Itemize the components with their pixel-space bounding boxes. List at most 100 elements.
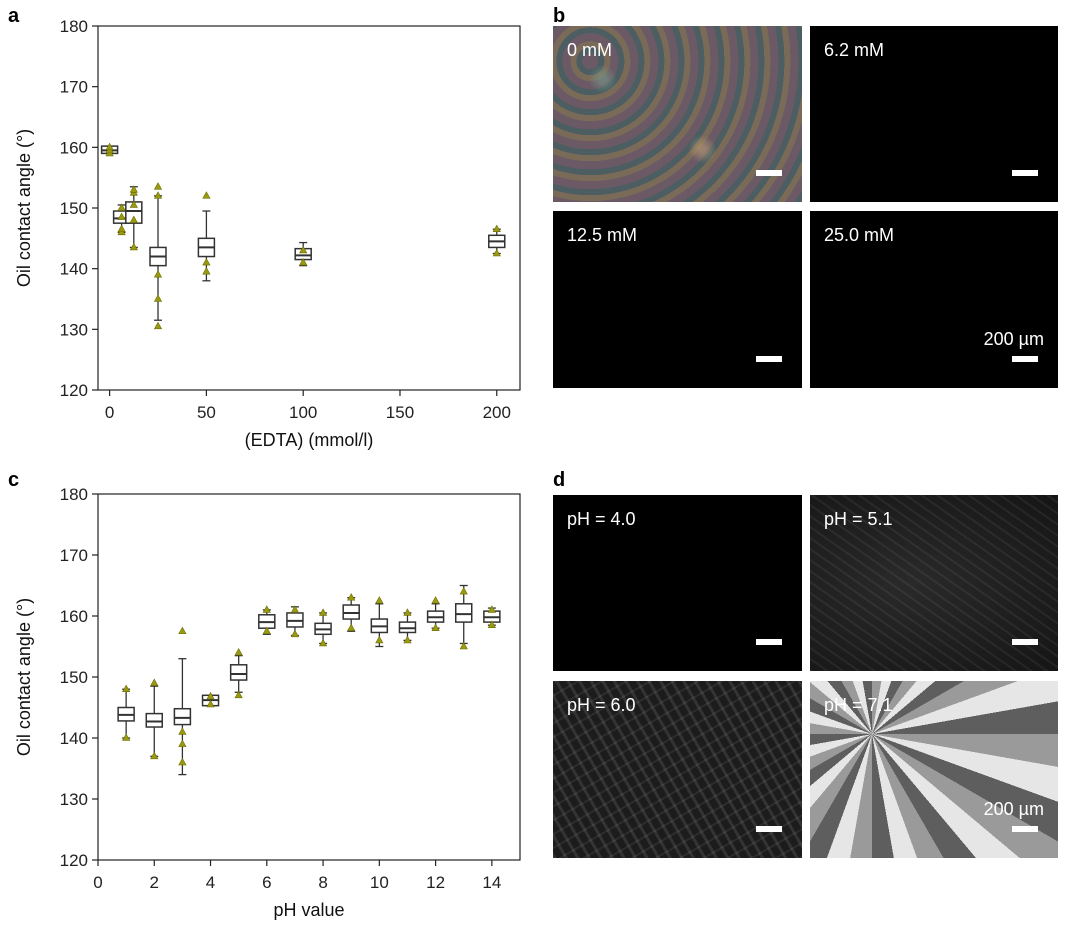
box-plot — [117, 684, 135, 741]
data-point — [290, 605, 300, 613]
box-plot — [145, 678, 164, 760]
y-tick-label: 160 — [60, 607, 88, 626]
data-point — [153, 321, 163, 330]
box-plot — [197, 191, 216, 282]
micrograph-label: pH = 5.1 — [824, 509, 893, 529]
data-point — [459, 641, 468, 650]
data-point — [290, 629, 300, 638]
data-point — [206, 699, 215, 708]
data-point — [178, 727, 187, 735]
data-point — [299, 245, 308, 254]
y-tick-label: 180 — [60, 485, 88, 504]
micrograph-d-2: pH = 5.1 — [810, 495, 1058, 671]
y-tick-label: 160 — [60, 138, 88, 157]
x-tick-label: 50 — [197, 403, 216, 422]
box-plot — [294, 241, 312, 267]
data-point — [431, 623, 440, 631]
box-plot — [483, 605, 501, 628]
data-point — [117, 224, 126, 233]
scale-bar — [756, 170, 782, 176]
data-point — [375, 635, 384, 644]
data-point — [492, 248, 501, 257]
data-point — [492, 224, 501, 233]
micrograph-label: 12.5 mM — [567, 225, 638, 245]
y-tick-label: 130 — [60, 790, 88, 809]
data-point — [487, 605, 496, 613]
y-axis-label: Oil contact angle (°) — [14, 129, 34, 287]
box-plot — [314, 608, 332, 647]
micrograph-label: pH = 6.0 — [567, 695, 636, 715]
data-point — [178, 739, 187, 747]
x-tick-label: 8 — [318, 873, 327, 892]
data-point — [117, 203, 126, 211]
axes-frame — [97, 25, 521, 391]
box-plot — [488, 224, 506, 257]
x-axis-label: (EDTA) (mmol/l) — [245, 430, 374, 450]
data-point — [318, 638, 328, 647]
data-point — [347, 593, 356, 601]
box-plot — [454, 584, 473, 650]
micrograph-d-3: pH = 6.0 — [553, 681, 802, 858]
data-point — [299, 257, 308, 266]
x-tick-label: 2 — [150, 873, 159, 892]
panel-letter-b: b — [553, 5, 565, 27]
data-point — [206, 691, 215, 700]
x-tick-label: 100 — [289, 403, 317, 422]
data-point — [403, 608, 412, 616]
data-point — [153, 270, 163, 278]
micrograph-b-4: 25.0 mM 200 µm — [810, 211, 1058, 388]
x-tick-label: 4 — [206, 873, 215, 892]
box — [229, 664, 248, 681]
data-point — [347, 623, 356, 631]
panel-letter-a: a — [8, 5, 20, 27]
y-tick-label: 120 — [60, 851, 88, 870]
y-tick-label: 130 — [60, 320, 88, 339]
x-tick-label: 200 — [483, 403, 511, 422]
data-point — [318, 608, 328, 616]
box-plot — [342, 593, 360, 632]
scale-bar-text: 200 µm — [983, 329, 1044, 349]
box — [454, 603, 473, 623]
data-point — [129, 242, 138, 251]
data-point — [105, 142, 114, 151]
data-point — [129, 185, 138, 193]
scale-bar — [1012, 170, 1038, 176]
panel-letter-d: d — [553, 469, 565, 491]
micrograph-label: 0 mM — [567, 40, 612, 60]
scale-bar — [756, 639, 782, 645]
box-plot — [370, 596, 389, 648]
data-point — [150, 678, 159, 686]
micrograph-label: pH = 7.1 — [824, 695, 893, 715]
data-point — [122, 684, 131, 692]
scale-bar — [1012, 639, 1038, 645]
box-plot — [149, 182, 167, 330]
y-tick-label: 150 — [60, 668, 88, 687]
data-point — [129, 215, 138, 223]
data-point — [153, 182, 163, 190]
data-point — [431, 596, 440, 604]
micrograph-label: 6.2 mM — [824, 40, 885, 60]
box-plot — [398, 608, 417, 644]
box-plot — [258, 605, 276, 635]
y-tick-label: 140 — [60, 729, 88, 748]
x-tick-label: 6 — [262, 873, 271, 892]
box-plot — [100, 142, 119, 157]
scale-bar — [1012, 826, 1038, 832]
y-tick-label: 140 — [60, 260, 88, 279]
x-tick-label: 14 — [482, 873, 501, 892]
box — [145, 712, 164, 728]
box-plot — [125, 185, 143, 251]
data-point — [234, 647, 243, 656]
micrograph-b-2: 6.2 mM — [810, 26, 1058, 202]
y-axis-label: Oil contact angle (°) — [14, 598, 34, 756]
y-tick-label: 170 — [60, 546, 88, 565]
x-tick-label: 12 — [426, 873, 445, 892]
data-point — [202, 257, 211, 266]
data-point — [150, 751, 159, 760]
box-plot — [286, 605, 304, 638]
micrograph-d-1: pH = 4.0 — [553, 495, 802, 671]
x-tick-label: 0 — [93, 873, 102, 892]
x-tick-label: 0 — [105, 403, 114, 422]
chart-a-edta: 120 130 140 150 160 170 180 0 50 100 150 200 (EDTA) … — [14, 17, 521, 450]
